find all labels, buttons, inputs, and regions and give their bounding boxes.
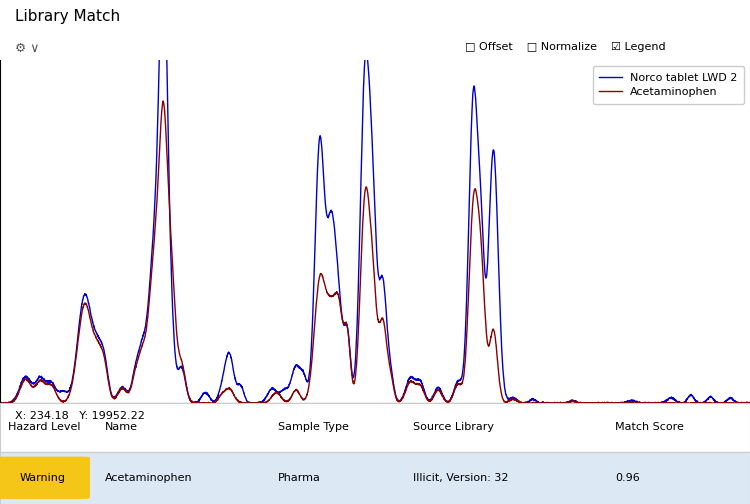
X-axis label: Wavenumbers: Wavenumbers xyxy=(330,426,420,438)
Text: X: 234.18   Y: 19952.22: X: 234.18 Y: 19952.22 xyxy=(15,411,145,421)
Norco tablet LWD 2 xyxy=(0,400,4,406)
Norco tablet LWD 2 xyxy=(723,397,732,403)
Text: Illicit, Version: 32: Illicit, Version: 32 xyxy=(413,473,508,483)
Text: Warning: Warning xyxy=(20,473,66,483)
Text: Match Score: Match Score xyxy=(615,422,684,432)
Text: 0.96: 0.96 xyxy=(615,473,640,483)
Acetaminophen xyxy=(316,271,326,277)
Acetaminophen xyxy=(686,400,694,406)
FancyBboxPatch shape xyxy=(0,457,90,499)
Line: Acetaminophen: Acetaminophen xyxy=(0,101,750,403)
Bar xyxy=(0,403,750,452)
Text: Hazard Level: Hazard Level xyxy=(8,422,80,432)
Text: Name: Name xyxy=(105,422,138,432)
Text: Library Match: Library Match xyxy=(15,9,120,24)
Text: Acetaminophen: Acetaminophen xyxy=(105,473,193,483)
Text: Sample Type: Sample Type xyxy=(278,422,348,432)
Norco tablet LWD 2 xyxy=(311,228,320,234)
Acetaminophen xyxy=(746,400,750,406)
Norco tablet LWD 2 xyxy=(352,332,362,338)
Norco tablet LWD 2 xyxy=(746,400,750,406)
Norco tablet LWD 2 xyxy=(0,400,4,406)
Text: Pharma: Pharma xyxy=(278,473,320,483)
Text: □ Offset    □ Normalize    ☑ Legend: □ Offset □ Normalize ☑ Legend xyxy=(465,42,666,52)
Acetaminophen xyxy=(310,313,320,320)
Acetaminophen xyxy=(541,400,550,406)
Legend: Norco tablet LWD 2, Acetaminophen: Norco tablet LWD 2, Acetaminophen xyxy=(592,66,745,104)
Acetaminophen xyxy=(722,400,731,406)
Acetaminophen xyxy=(159,98,168,104)
Line: Norco tablet LWD 2: Norco tablet LWD 2 xyxy=(0,0,750,403)
Norco tablet LWD 2 xyxy=(686,393,694,399)
Norco tablet LWD 2 xyxy=(541,400,550,406)
Norco tablet LWD 2 xyxy=(317,141,326,147)
Acetaminophen xyxy=(0,400,4,406)
Acetaminophen xyxy=(352,361,361,367)
Text: Source Library: Source Library xyxy=(413,422,494,432)
Bar xyxy=(0,452,750,504)
Text: ⚙ ∨: ⚙ ∨ xyxy=(15,42,39,55)
